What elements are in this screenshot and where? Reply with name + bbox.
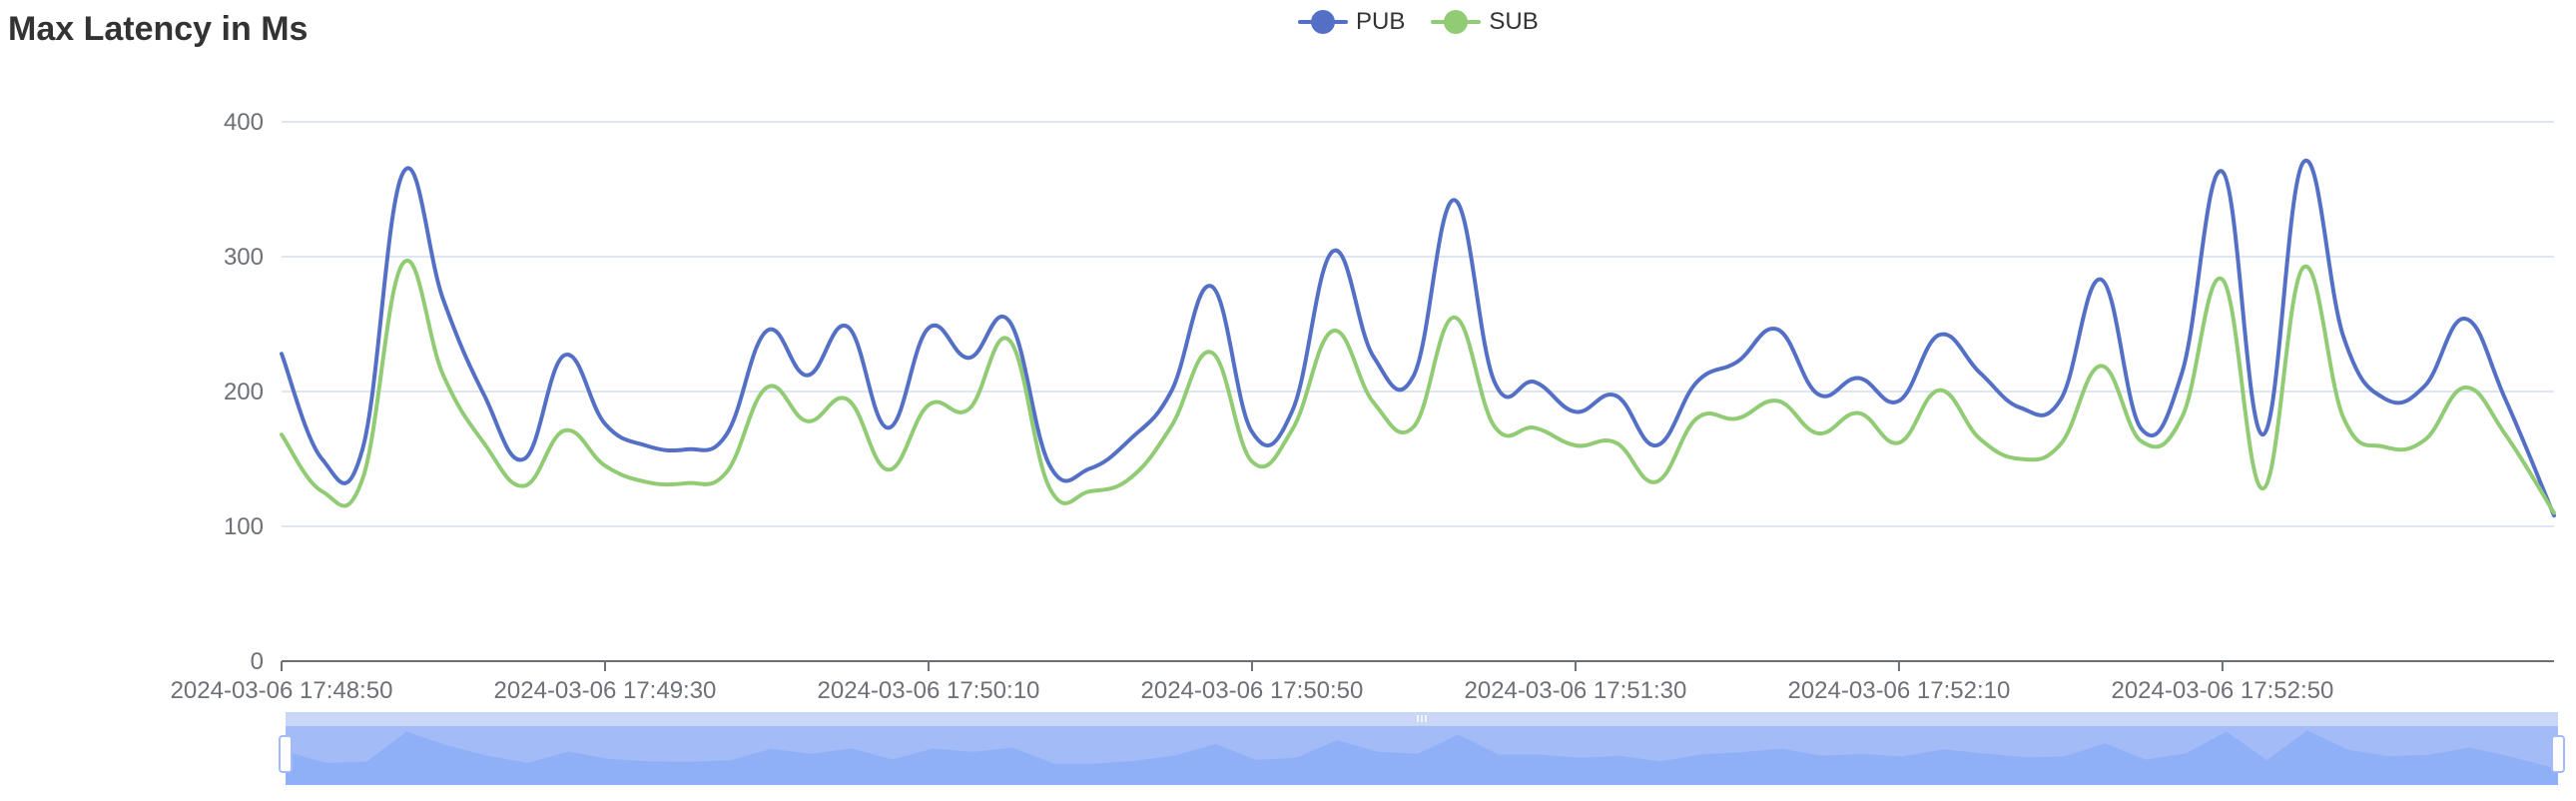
legend-label-pub: PUB [1356,8,1406,35]
legend-swatch-sub [1431,8,1482,36]
series-lines [280,158,2556,518]
y-tick-label: 200 [224,379,264,405]
x-tick-label: 2024-03-06 17:50:50 [1141,677,1364,704]
axes: 0 100 200 300 400 2024-03-06 17:48:50 2024-03-… [171,109,2554,704]
x-tick-label: 2024-03-06 17:49:30 [494,677,717,704]
legend-item-sub[interactable]: SUB [1431,8,1539,36]
legend-swatch-pub [1298,8,1348,36]
y-tick-label: 400 [224,109,264,136]
series-line-pub [280,158,2556,518]
x-tick-label: 2024-03-06 17:52:10 [1787,677,2010,704]
x-tick-label: 2024-03-06 17:52:50 [2111,677,2333,704]
legend: PUB SUB [1298,8,1565,36]
chart-title: Max Latency in Ms [8,10,309,48]
legend-dot-pub [1311,10,1335,34]
zoom-preview-area [286,730,2558,785]
legend-item-pub[interactable]: PUB [1298,8,1405,36]
legend-dot-sub [1444,10,1469,34]
x-tick-label: 2024-03-06 17:48:50 [171,677,393,704]
series-line-sub [280,259,2556,515]
y-tick-label: 300 [224,244,264,271]
legend-label-sub: SUB [1489,8,1539,35]
x-tick-label: 2024-03-06 17:51:30 [1465,677,1687,704]
data-zoom-slider[interactable] [279,712,2565,785]
x-tick-label: 2024-03-06 17:50:10 [818,677,1040,704]
y-tick-label: 0 [251,648,264,675]
y-tick-label: 100 [224,513,264,540]
zoom-handle-right[interactable] [2551,735,2565,773]
zoom-handle-left[interactable] [279,735,293,773]
